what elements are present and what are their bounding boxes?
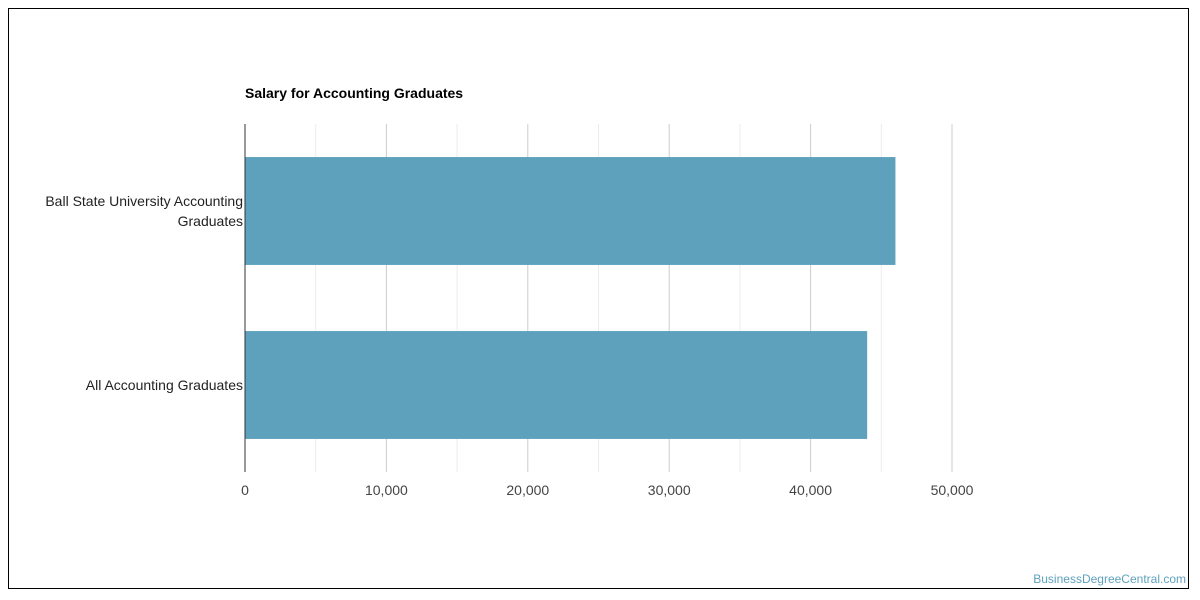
bar-0 [245, 157, 896, 265]
x-tick-label: 40,000 [789, 482, 832, 498]
x-tick-label: 10,000 [365, 482, 408, 498]
category-label-0: Ball State University Accounting Graduat… [45, 193, 243, 229]
bar-1 [245, 331, 868, 439]
x-tick-label: 50,000 [931, 482, 974, 498]
category-label-1: All Accounting Graduates [85, 377, 243, 393]
chart-frame [8, 8, 1189, 589]
x-tick-label: 0 [241, 482, 249, 498]
chart-title: Salary for Accounting Graduates [245, 85, 464, 101]
x-tick-label: 20,000 [506, 482, 549, 498]
x-tick-label: 30,000 [648, 482, 691, 498]
watermark-link[interactable]: BusinessDegreeCentral.com [1033, 572, 1186, 586]
